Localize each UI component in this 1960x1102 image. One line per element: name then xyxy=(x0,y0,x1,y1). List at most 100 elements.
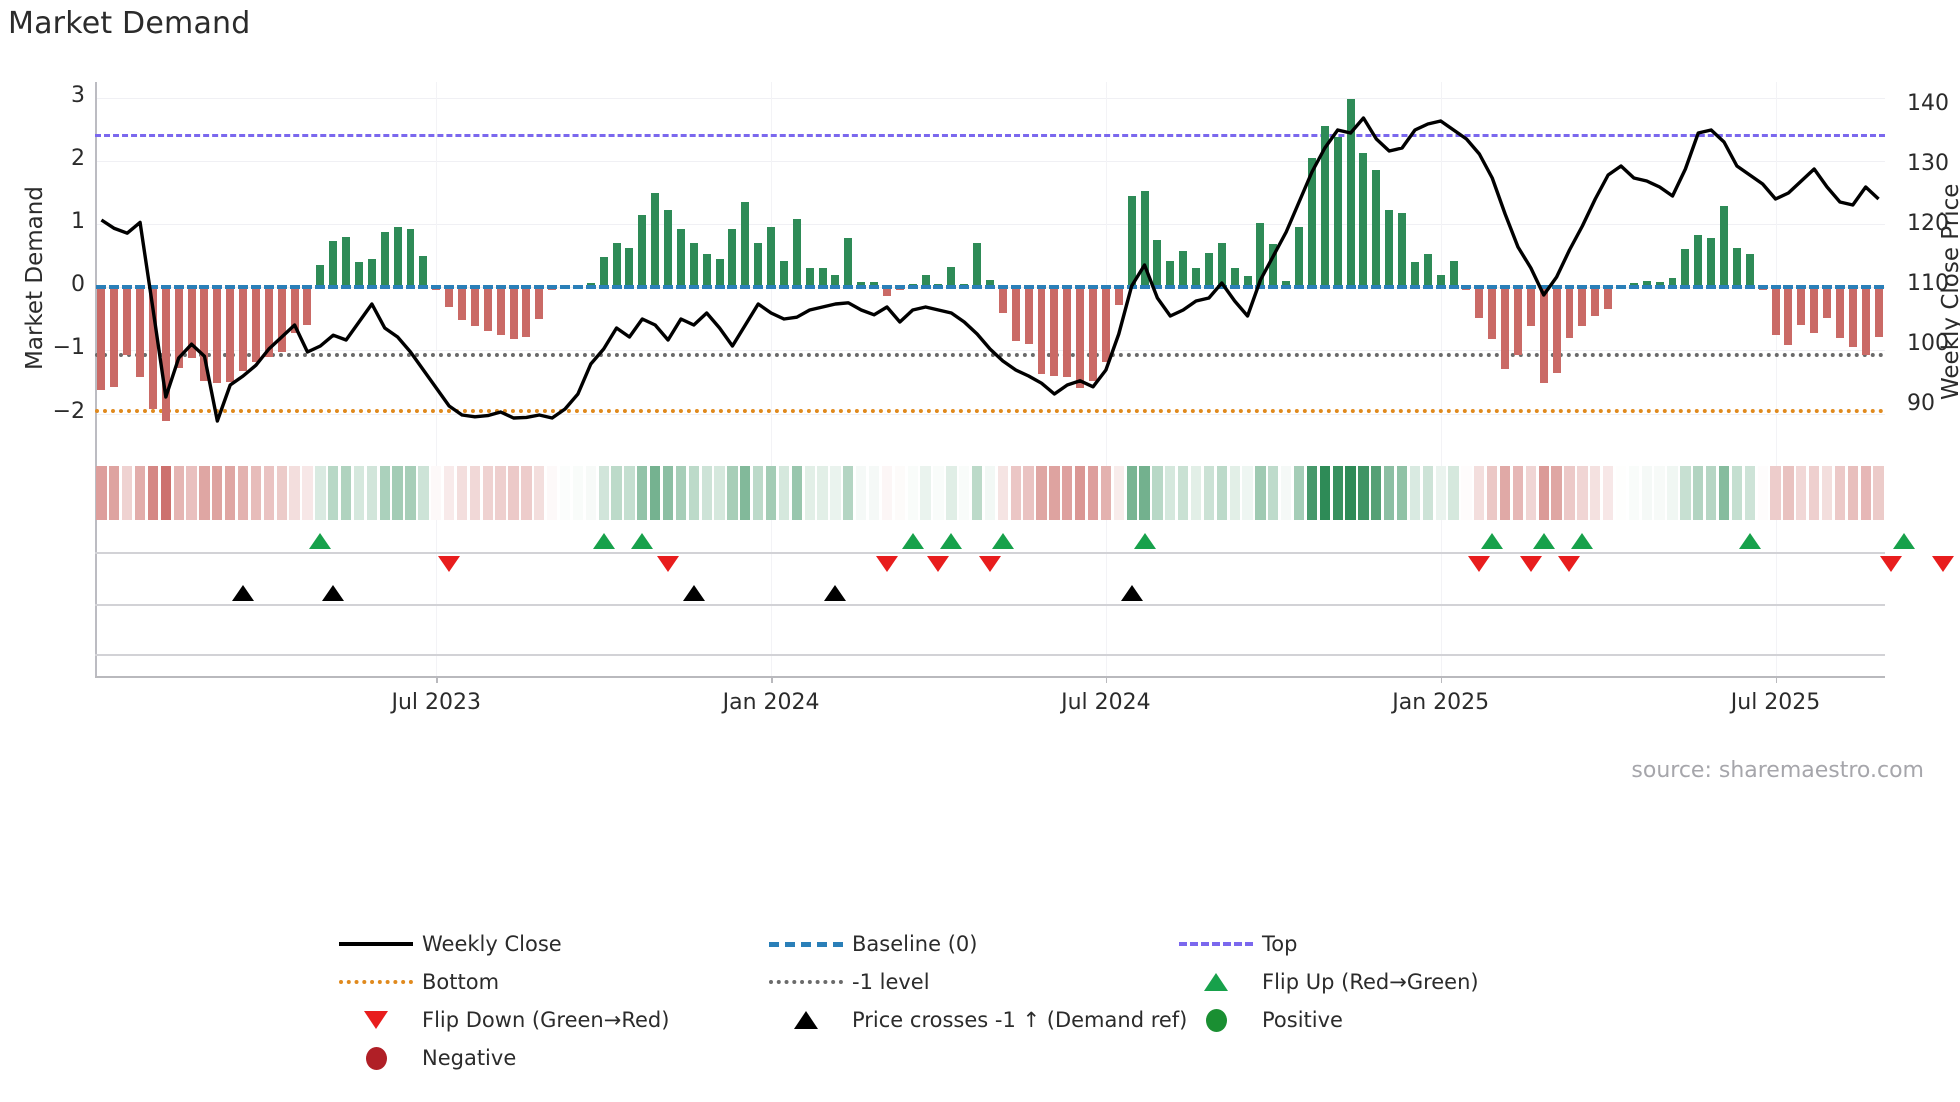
flip-up-marker-icon xyxy=(1893,533,1916,549)
demand-bar xyxy=(355,262,363,288)
legend-item[interactable]: Flip Down (Green→Red) xyxy=(330,1001,760,1039)
legend-label: Baseline (0) xyxy=(852,932,978,956)
y-axis-left-label: Market Demand xyxy=(22,186,48,370)
heatmap-cell xyxy=(276,466,287,520)
demand-bar xyxy=(1011,287,1020,341)
legend-item[interactable]: Positive xyxy=(1170,1001,1590,1039)
demand-bar xyxy=(1076,287,1085,389)
baseline-segment xyxy=(1100,285,1111,290)
heatmap-cell xyxy=(1293,466,1305,520)
demand-bar xyxy=(1140,191,1149,288)
legend-item[interactable]: Price crosses -1 ↑ (Demand ref) xyxy=(760,1001,1187,1039)
legend-item[interactable]: Weekly Close xyxy=(330,925,760,963)
heatmap-cell xyxy=(147,466,159,520)
baseline-segment xyxy=(457,285,467,290)
baseline-segment xyxy=(1512,285,1523,290)
legend-key xyxy=(760,1011,852,1029)
demand-bar xyxy=(470,287,479,327)
baseline-segment xyxy=(830,285,841,290)
baseline-segment xyxy=(650,285,661,290)
demand-bar xyxy=(1192,268,1201,288)
legend-key xyxy=(330,980,422,984)
heatmap-cell xyxy=(1306,466,1318,520)
demand-bar xyxy=(1295,227,1304,288)
gridline-horizontal xyxy=(95,224,1885,226)
baseline-segment xyxy=(1229,285,1240,290)
heatmap-cell xyxy=(907,466,918,520)
x-axis-tick-mark xyxy=(1440,676,1443,683)
baseline-segment xyxy=(1577,285,1588,290)
demand-bar xyxy=(1243,275,1252,288)
flip-down-marker-icon xyxy=(657,556,680,572)
demand-bar xyxy=(1166,260,1175,288)
flip-down-marker-icon xyxy=(1931,556,1954,572)
legend-label: Positive xyxy=(1262,1008,1343,1032)
legend-item[interactable]: Top xyxy=(1170,925,1590,963)
baseline-segment xyxy=(791,285,802,290)
heatmap-cell xyxy=(971,466,983,520)
demand-bar xyxy=(1037,287,1046,375)
demand-bar xyxy=(316,265,325,288)
heatmap-cell xyxy=(405,466,416,520)
heatmap-cell xyxy=(1087,466,1099,520)
heatmap-cell xyxy=(1422,466,1433,520)
baseline-segment xyxy=(238,285,249,290)
baseline-segment xyxy=(1706,285,1717,290)
legend-row: Bottom -1 level Flip Up (Red→Green) xyxy=(330,963,1630,1001)
legend-item[interactable]: Flip Up (Red→Green) xyxy=(1170,963,1590,1001)
demand-bar xyxy=(239,287,248,371)
baseline-segment xyxy=(109,285,120,290)
demand-bar xyxy=(792,219,801,288)
heatmap-cell xyxy=(1770,466,1781,520)
heatmap-cell xyxy=(109,466,120,520)
demand-bar xyxy=(1217,243,1226,288)
baseline-segment xyxy=(315,285,326,290)
heatmap-cell xyxy=(1281,466,1292,520)
baseline-segment xyxy=(894,285,905,290)
heatmap-cell xyxy=(315,466,326,520)
demand-bar xyxy=(831,274,840,288)
legend-item[interactable]: Bottom xyxy=(330,963,760,1001)
heatmap-cell xyxy=(263,466,274,520)
baseline-segment xyxy=(881,285,892,290)
legend-item[interactable]: -1 level xyxy=(760,963,1170,1001)
baseline-segment xyxy=(1757,285,1768,290)
gridline-horizontal xyxy=(95,97,1885,99)
heatmap-cell xyxy=(830,466,841,520)
heatmap-cell xyxy=(1074,466,1086,520)
demand-bar xyxy=(380,231,389,288)
legend-item[interactable]: Negative xyxy=(330,1039,760,1077)
baseline-segment xyxy=(495,285,506,290)
baseline-segment xyxy=(1306,285,1317,290)
heatmap-cell xyxy=(1203,466,1215,520)
baseline-segment xyxy=(1358,285,1369,290)
demand-bar xyxy=(1449,260,1458,288)
heatmap-cell xyxy=(302,466,313,520)
heatmap-cell xyxy=(946,466,957,520)
legend-key xyxy=(760,980,852,984)
baseline-segment xyxy=(1654,285,1665,290)
baseline-segment xyxy=(1448,285,1459,290)
demand-bar xyxy=(779,260,788,288)
demand-bar xyxy=(1230,268,1239,288)
baseline-segment xyxy=(225,285,236,290)
demand-bar xyxy=(1848,287,1857,348)
legend-item[interactable]: Baseline (0) xyxy=(760,925,1170,963)
page-title: Market Demand xyxy=(8,6,251,41)
baseline-segment xyxy=(572,285,583,290)
baseline-segment xyxy=(959,285,970,290)
baseline-segment xyxy=(1847,285,1858,290)
baseline-segment xyxy=(972,285,983,290)
demand-bar xyxy=(986,279,994,288)
baseline-segment xyxy=(753,285,764,290)
price-cross-up-marker-icon xyxy=(682,585,705,601)
baseline-segment xyxy=(1719,285,1729,290)
heatmap-cell xyxy=(572,466,584,520)
demand-bar xyxy=(1475,287,1484,318)
heatmap-cell xyxy=(1384,466,1395,520)
flip-down-marker-icon xyxy=(438,556,461,572)
baseline-segment xyxy=(766,285,777,290)
baseline-segment xyxy=(1062,285,1073,290)
legend-label: Weekly Close xyxy=(422,932,562,956)
demand-bar xyxy=(1398,212,1407,288)
